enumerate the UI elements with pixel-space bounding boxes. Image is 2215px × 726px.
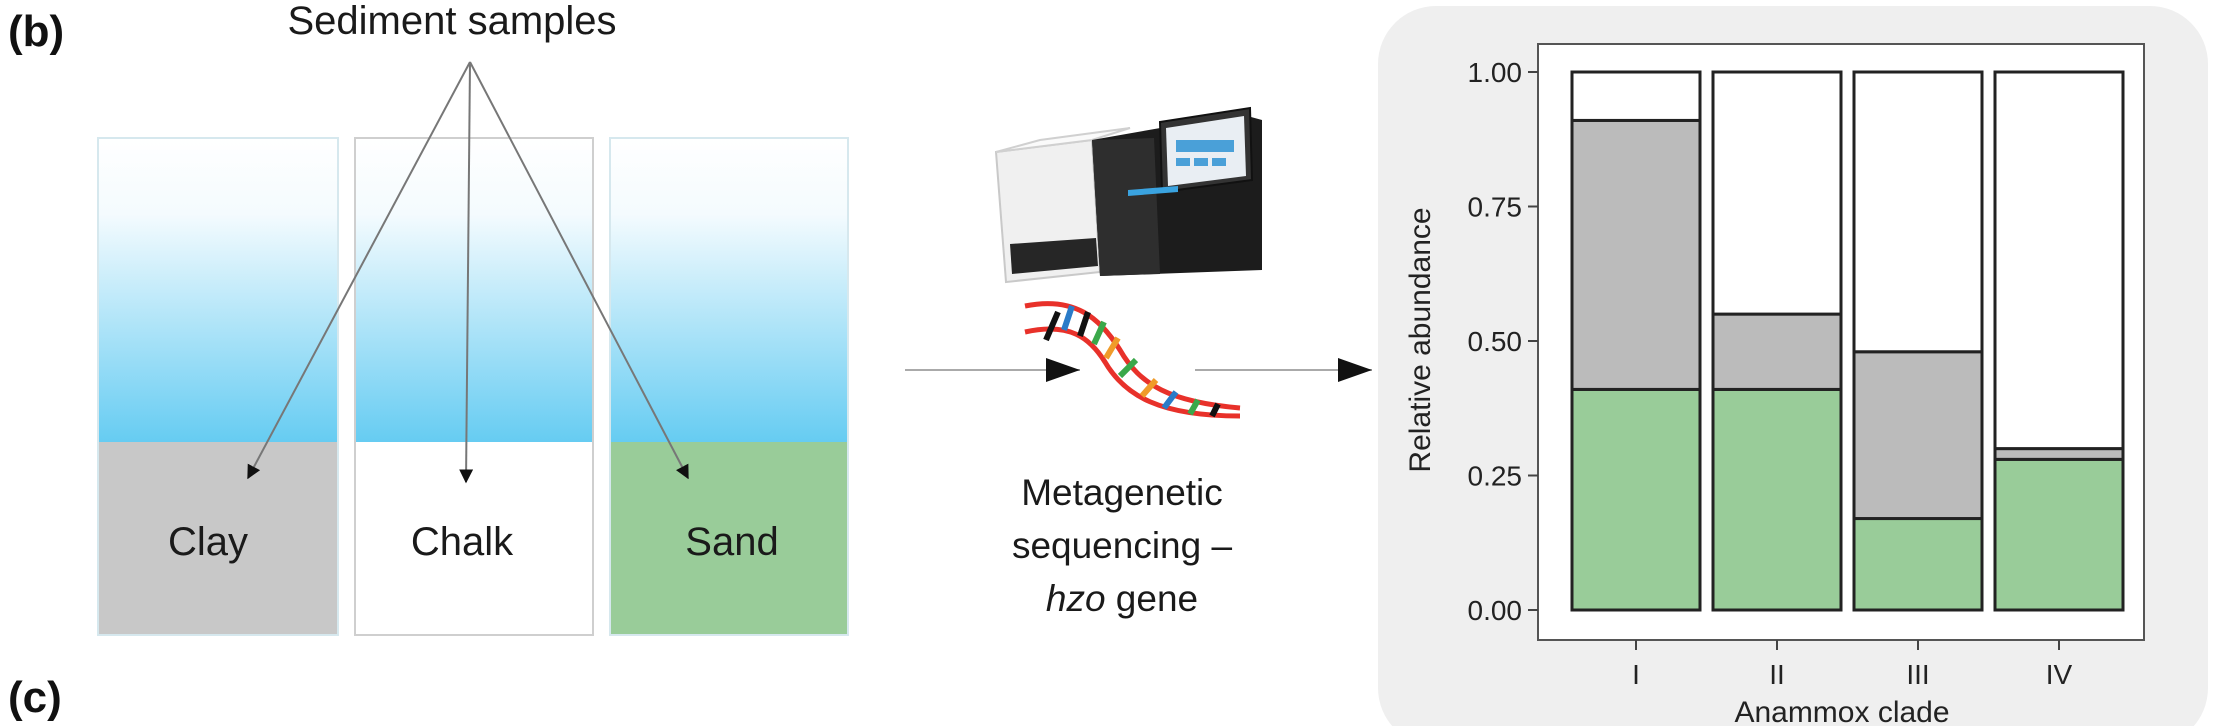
sediment-layer-chalk xyxy=(355,442,593,635)
sediment-column-clay: Clay xyxy=(97,137,339,636)
dna-helix-icon xyxy=(1024,301,1241,419)
sample-arrows xyxy=(247,61,689,484)
sequencer-machine-image xyxy=(994,106,1262,284)
y-tick-label: 0.50 xyxy=(1468,326,1523,357)
sediment-column-chalk: Chalk xyxy=(354,137,594,636)
water-layer xyxy=(610,138,848,442)
panel-b-label: (b) xyxy=(8,7,64,56)
column-border xyxy=(97,137,339,636)
x-tick-label: I xyxy=(1632,659,1640,690)
x-tick-label: IV xyxy=(2046,659,2073,690)
water-layer xyxy=(98,138,338,442)
bar-segment xyxy=(1852,517,1984,612)
bar-segment xyxy=(1570,70,1702,122)
arrow-to-clay xyxy=(247,61,471,480)
y-tick-label: 0.25 xyxy=(1468,461,1523,492)
column-border xyxy=(609,137,849,636)
column-border xyxy=(354,137,594,636)
stacked-bar-chart: I II III IV0.000.250.500.751.00 xyxy=(1468,43,2145,690)
caption-line-2: sequencing – xyxy=(1012,525,1233,566)
caption-line-3: hzo gene xyxy=(1046,578,1198,619)
panel-c-label: (c) xyxy=(8,673,62,722)
y-axis-label: Relative abundance xyxy=(1404,207,1437,472)
water-layer xyxy=(355,138,593,442)
arrow-to-chalk xyxy=(459,61,474,484)
x-tick-label: III xyxy=(1906,659,1929,690)
sediment-label-clay: Clay xyxy=(168,520,248,564)
sediment-label-chalk: Chalk xyxy=(411,520,514,564)
y-tick-label: 0.75 xyxy=(1468,192,1523,223)
x-axis-label: Anammox clade xyxy=(1734,696,1949,726)
bar-segment xyxy=(1852,350,1984,521)
sediment-layer-clay xyxy=(98,442,338,635)
bar-segment xyxy=(1852,70,1984,354)
caption-line-1: Metagenetic xyxy=(1021,472,1223,513)
x-tick-label: II xyxy=(1769,659,1785,690)
bar-segment xyxy=(1993,70,2125,451)
sediment-samples-title: Sediment samples xyxy=(287,0,616,43)
sediment-layer-sand xyxy=(610,442,848,635)
gene-name: hzo xyxy=(1046,578,1106,619)
gene-suffix: gene xyxy=(1106,578,1199,619)
y-tick-label: 0.00 xyxy=(1468,595,1523,626)
flow-arrow-left-head xyxy=(1046,358,1080,382)
bar-segment xyxy=(1711,70,1843,316)
bar-segment xyxy=(1711,387,1843,612)
bar-segment xyxy=(1993,457,2125,612)
arrow-to-sand xyxy=(469,61,689,480)
sediment-label-sand: Sand xyxy=(685,520,778,564)
bar-segment xyxy=(1711,312,1843,391)
bar-segment xyxy=(1570,118,1702,391)
bar-segment xyxy=(1993,447,2125,461)
y-tick-label: 1.00 xyxy=(1468,57,1523,88)
bar-segment xyxy=(1570,387,1702,612)
flow-arrow-right-head xyxy=(1338,358,1372,382)
sediment-column-sand: Sand xyxy=(609,137,849,636)
